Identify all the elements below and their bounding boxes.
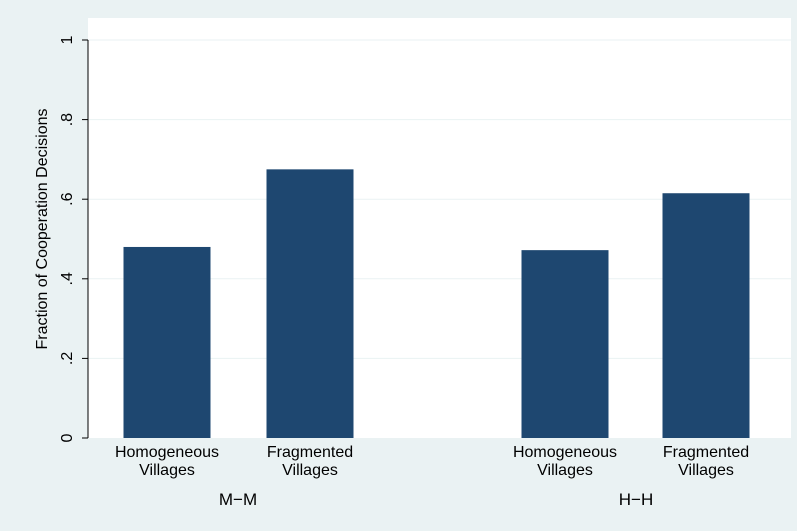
bar — [123, 246, 211, 438]
y-tick-label: .8 — [59, 113, 76, 126]
bar — [521, 250, 609, 438]
category-label: Homogeneous — [115, 444, 219, 461]
y-tick-label: 1 — [59, 35, 76, 44]
category-labels: HomogeneousVillagesFragmentedVillagesM−M… — [115, 444, 749, 509]
category-label: Fragmented — [663, 444, 749, 461]
category-label: Fragmented — [267, 444, 353, 461]
y-tick-label: .4 — [59, 272, 76, 285]
category-label: Villages — [537, 462, 593, 479]
y-axis-title: Fraction of Cooperation Decisions — [34, 108, 51, 349]
category-label: Villages — [282, 462, 338, 479]
group-label: M−M — [219, 490, 257, 509]
y-tick-label: 0 — [59, 433, 76, 442]
group-label: H−H — [619, 490, 653, 509]
category-label: Homogeneous — [513, 444, 617, 461]
y-tick-label: .2 — [59, 352, 76, 365]
bar — [662, 193, 750, 438]
y-tick-label: .6 — [59, 192, 76, 205]
bars — [123, 169, 750, 438]
category-label: Villages — [139, 462, 195, 479]
bar — [266, 169, 354, 438]
category-label: Villages — [678, 462, 734, 479]
y-axis: 0 .2 .4 .6 .8 1 — [59, 35, 89, 442]
